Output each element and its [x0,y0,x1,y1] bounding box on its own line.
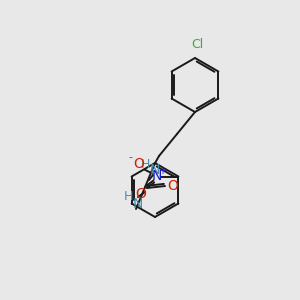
Text: O: O [133,158,144,172]
Text: N: N [133,197,143,211]
Text: +: + [158,167,166,176]
Text: O: O [168,179,178,193]
Text: -: - [128,152,132,163]
Text: H: H [123,190,133,203]
Text: O: O [135,188,146,202]
Text: N: N [151,169,162,184]
Text: H: H [140,158,150,170]
Text: Cl: Cl [191,38,203,51]
Text: N: N [150,163,160,177]
